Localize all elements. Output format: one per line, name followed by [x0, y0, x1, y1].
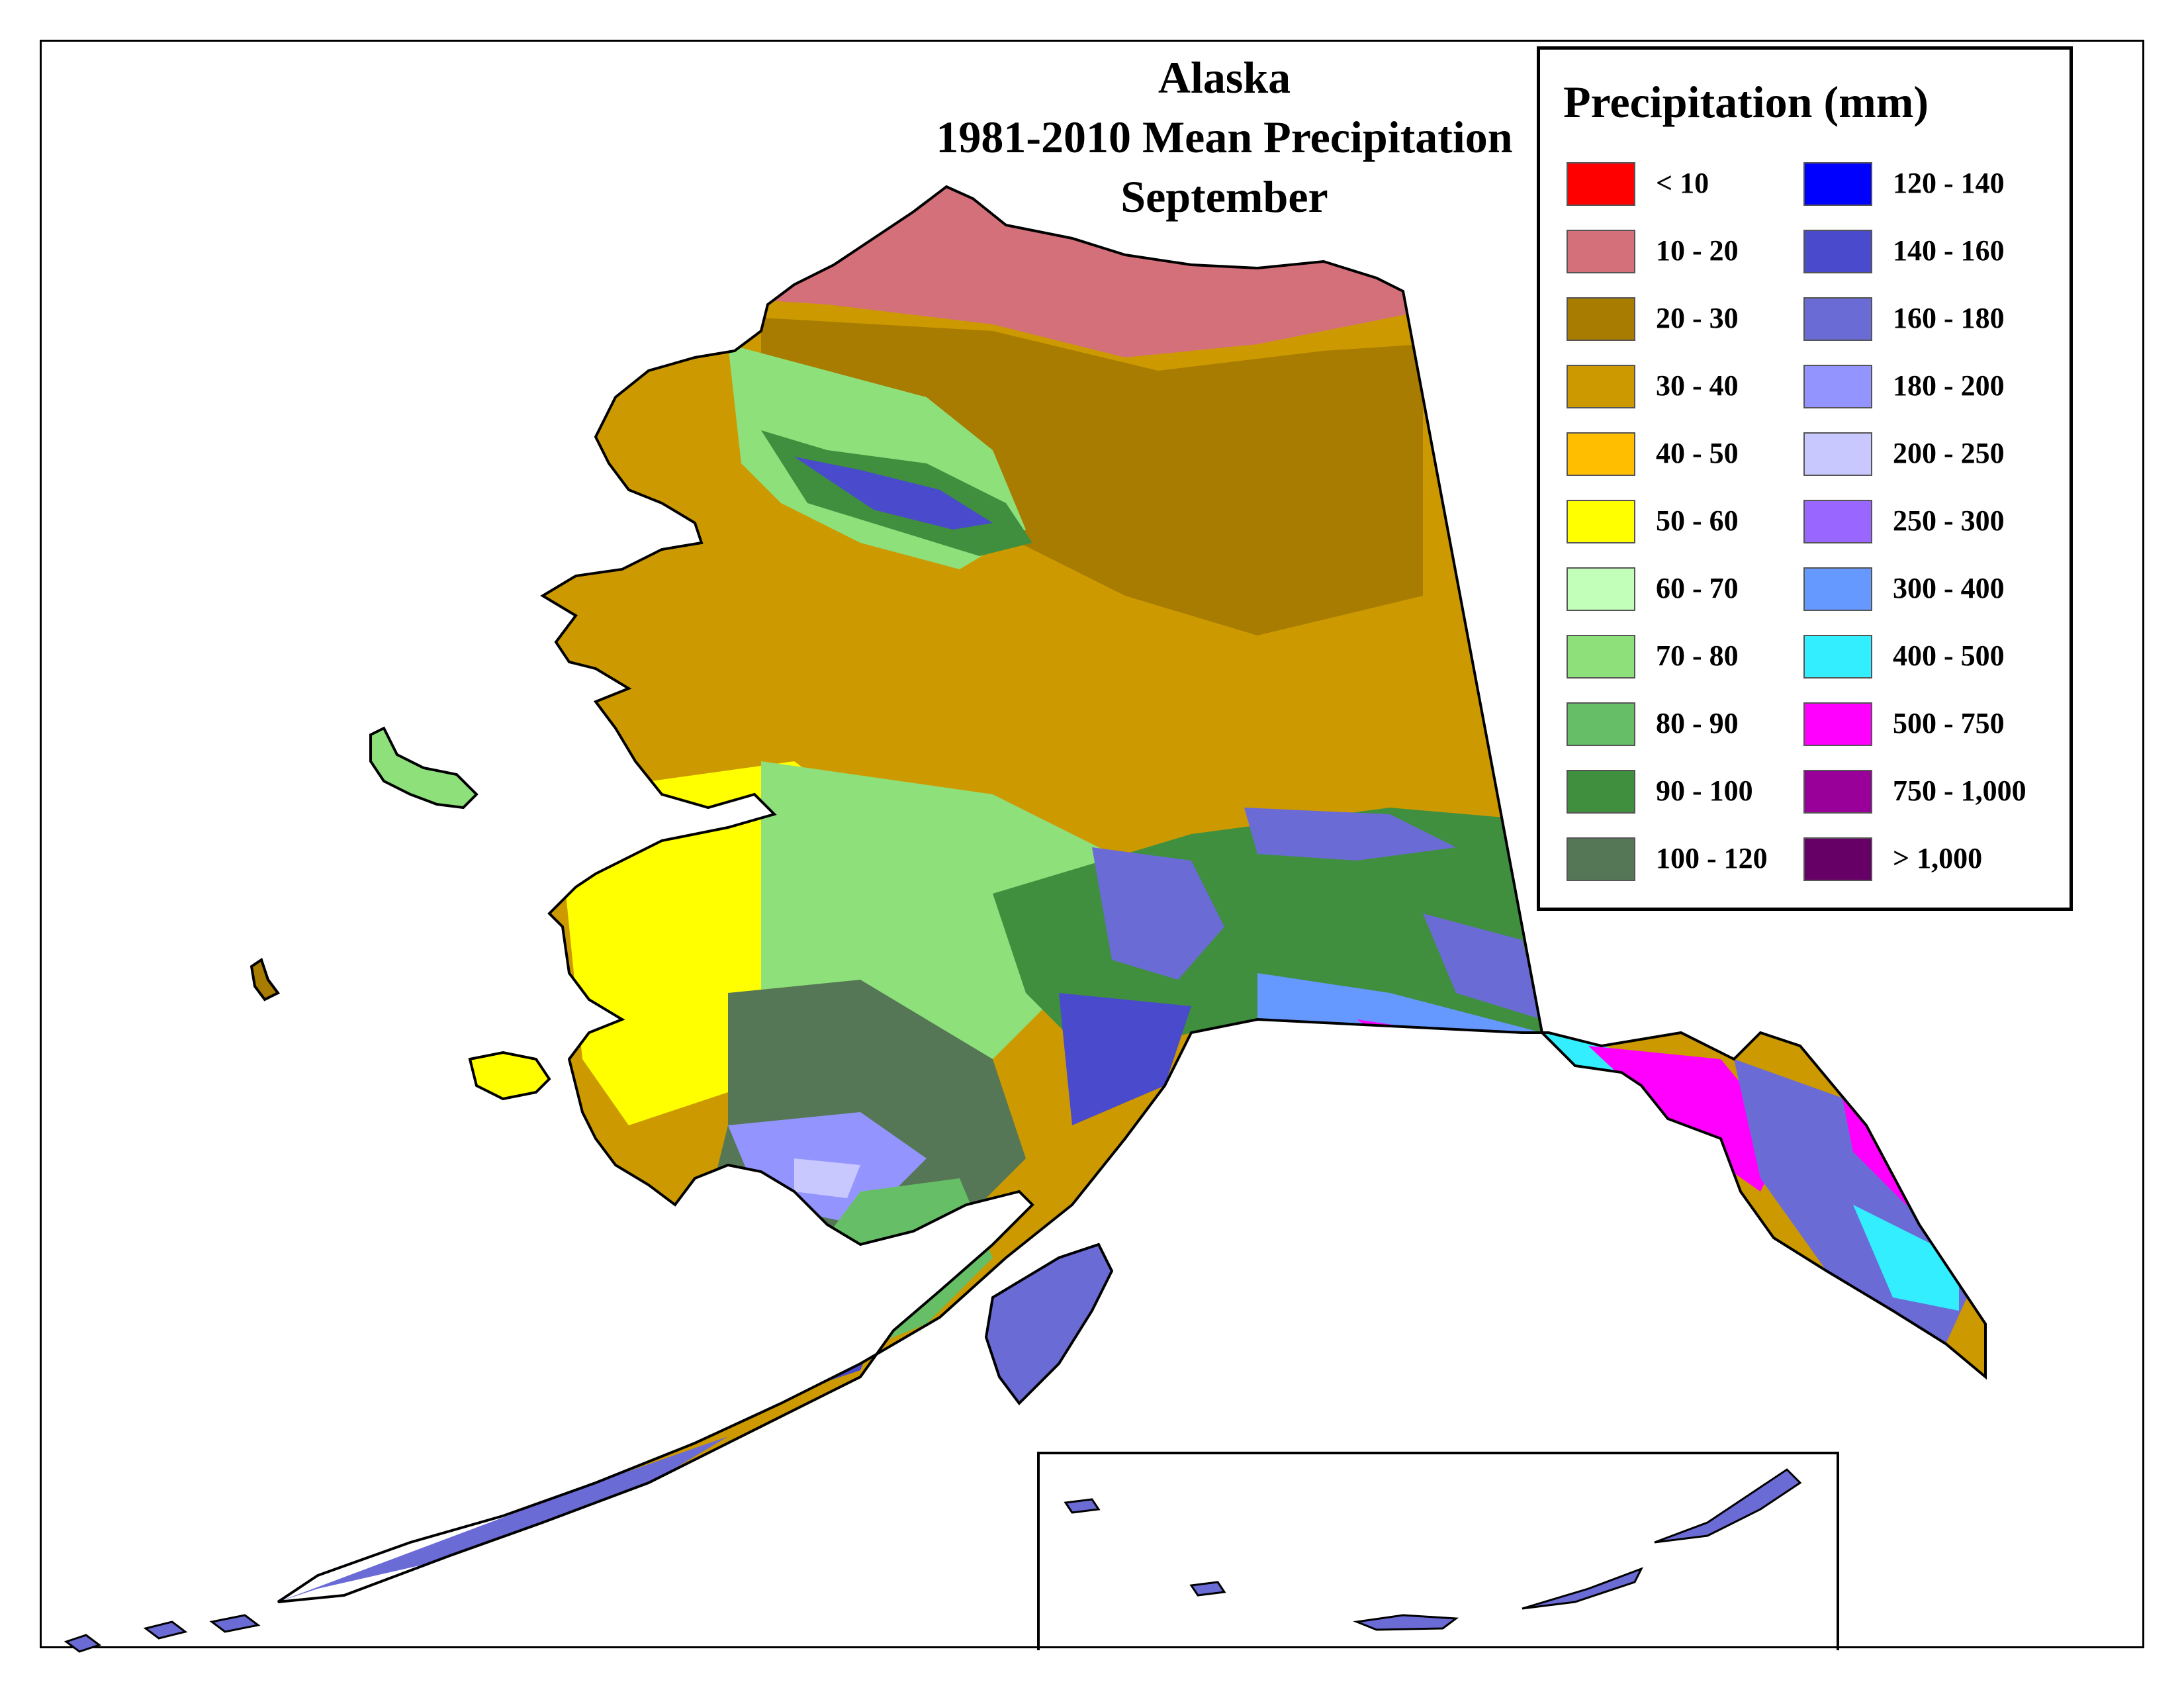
aleutian-west-2 [143, 1620, 188, 1640]
legend-swatch [1567, 365, 1635, 408]
legend-item: 120 - 140 [1803, 162, 2068, 209]
legend-swatch [1803, 432, 1872, 476]
legend-label: 300 - 400 [1893, 572, 2005, 604]
legend-swatch [1803, 567, 1872, 611]
precipitation-legend: Precipitation (mm) < 10 10 - 20 20 - 30 30 … [1537, 46, 2073, 911]
legend-label: 40 - 50 [1656, 437, 1739, 469]
legend-label: 500 - 750 [1893, 707, 2005, 739]
legend-swatch [1567, 162, 1635, 206]
legend-item: 300 - 400 [1803, 567, 2068, 614]
legend-swatch [1803, 500, 1872, 543]
legend-label: 20 - 30 [1656, 302, 1739, 334]
legend-label: 100 - 120 [1656, 842, 1768, 874]
kodiak-island [984, 1243, 1114, 1406]
legend-label: > 1,000 [1893, 842, 1983, 874]
legend-item: < 10 [1567, 162, 1831, 209]
legend-swatch [1567, 702, 1635, 746]
legend-title: Precipitation (mm) [1563, 77, 1929, 127]
legend-label: < 10 [1656, 167, 1709, 199]
title-line-1: Alaska [1158, 52, 1291, 103]
legend-label: 250 - 300 [1893, 504, 2005, 537]
map-title: Alaska 1981-2010 Mean Precipitation Sept… [761, 48, 1688, 226]
legend-swatch [1803, 770, 1872, 814]
legend-label: 80 - 90 [1656, 707, 1739, 739]
legend-item: 500 - 750 [1803, 702, 2068, 749]
legend-item: 400 - 500 [1803, 635, 2068, 681]
st-matthew-island [250, 957, 281, 1002]
legend-swatch [1803, 230, 1872, 273]
legend-item: 60 - 70 [1567, 567, 1831, 614]
legend-item: 160 - 180 [1803, 297, 2068, 344]
legend-label: 200 - 250 [1893, 437, 2005, 469]
st-lawrence-island [369, 726, 478, 810]
title-line-3: September [1120, 171, 1328, 222]
aleutian-west-3 [209, 1614, 261, 1633]
legend-item: 30 - 40 [1567, 365, 1831, 411]
inset-aleutian-islands [1064, 1468, 1802, 1631]
legend-label: 60 - 70 [1656, 572, 1739, 604]
legend-label: 90 - 100 [1656, 774, 1753, 807]
legend-item: 200 - 250 [1803, 432, 2068, 479]
legend-swatch [1803, 162, 1872, 206]
nunivak-island [468, 1051, 551, 1101]
legend-swatch [1567, 230, 1635, 273]
mainland-outline [277, 185, 1987, 1603]
legend-item: 50 - 60 [1567, 500, 1831, 546]
legend-label: 70 - 80 [1656, 639, 1739, 672]
title-line-2: 1981-2010 Mean Precipitation [936, 112, 1513, 162]
legend-item: 140 - 160 [1803, 230, 2068, 276]
legend-label: 120 - 140 [1893, 167, 2005, 199]
legend-label: 160 - 180 [1893, 302, 2005, 334]
legend-item: 100 - 120 [1567, 837, 1831, 884]
legend-item: 40 - 50 [1567, 432, 1831, 479]
legend-swatch [1567, 837, 1635, 881]
aleutian-inset-frame [1037, 1452, 1839, 1650]
legend-item: 70 - 80 [1567, 635, 1831, 681]
legend-label: 140 - 160 [1893, 234, 2005, 267]
legend-label: 50 - 60 [1656, 504, 1739, 537]
legend-item: 80 - 90 [1567, 702, 1831, 749]
legend-label: 400 - 500 [1893, 639, 2005, 672]
legend-swatch [1567, 500, 1635, 543]
legend-swatch [1803, 297, 1872, 341]
legend-swatch [1803, 635, 1872, 679]
legend-swatch [1803, 365, 1872, 408]
legend-swatch [1567, 297, 1635, 341]
legend-swatch [1567, 635, 1635, 679]
legend-swatch [1567, 567, 1635, 611]
legend-swatch [1803, 837, 1872, 881]
legend-label: 180 - 200 [1893, 369, 2005, 402]
legend-item: 180 - 200 [1803, 365, 2068, 411]
legend-swatch [1803, 702, 1872, 746]
legend-label: 750 - 1,000 [1893, 774, 2026, 807]
legend-swatch [1567, 432, 1635, 476]
legend-item: 20 - 30 [1567, 297, 1831, 344]
legend-item: 250 - 300 [1803, 500, 2068, 546]
legend-item: > 1,000 [1803, 837, 2068, 884]
legend-swatch [1567, 770, 1635, 814]
legend-label: 30 - 40 [1656, 369, 1739, 402]
legend-item: 750 - 1,000 [1803, 770, 2068, 816]
legend-item: 10 - 20 [1567, 230, 1831, 276]
legend-label: 10 - 20 [1656, 234, 1739, 267]
legend-item: 90 - 100 [1567, 770, 1831, 816]
aleutian-west-1 [64, 1634, 102, 1653]
